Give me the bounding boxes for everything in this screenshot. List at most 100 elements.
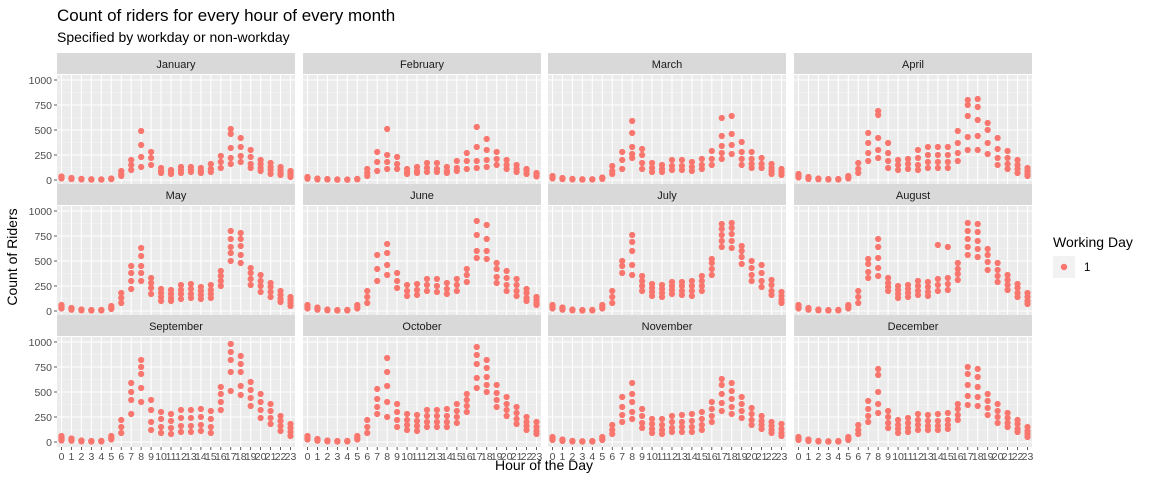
data-point bbox=[374, 277, 381, 285]
data-point bbox=[875, 264, 882, 272]
data-point bbox=[875, 388, 882, 396]
data-point bbox=[433, 423, 441, 431]
data-point bbox=[609, 421, 616, 429]
data-point bbox=[503, 412, 510, 420]
y-tick-label: 1000 bbox=[29, 75, 53, 87]
facet-strip-label: July bbox=[657, 190, 677, 202]
data-point bbox=[954, 157, 961, 165]
data-point bbox=[483, 156, 490, 164]
data-point bbox=[1014, 420, 1021, 428]
data-point bbox=[463, 165, 470, 173]
panel-june: June bbox=[303, 184, 541, 316]
data-point bbox=[247, 264, 254, 272]
data-point bbox=[865, 255, 872, 263]
data-point bbox=[533, 418, 540, 426]
y-tick-label: 1000 bbox=[29, 206, 53, 218]
data-point bbox=[748, 404, 755, 412]
x-tick-label: 19 bbox=[491, 451, 503, 463]
data-point bbox=[738, 155, 745, 163]
data-point bbox=[257, 288, 264, 296]
data-point bbox=[845, 436, 852, 444]
data-point bbox=[688, 410, 695, 418]
data-point bbox=[994, 413, 1001, 421]
x-tick-label: 11 bbox=[903, 451, 914, 463]
data-point bbox=[423, 412, 431, 420]
data-point bbox=[207, 168, 214, 176]
data-point bbox=[217, 383, 224, 391]
data-point bbox=[207, 415, 214, 423]
data-point bbox=[1014, 169, 1021, 177]
data-point bbox=[768, 276, 775, 284]
data-point bbox=[187, 422, 195, 430]
data-point bbox=[267, 293, 274, 301]
data-point bbox=[257, 390, 264, 398]
data-point bbox=[523, 297, 530, 305]
data-point bbox=[1004, 281, 1011, 289]
data-point bbox=[413, 422, 421, 430]
data-point bbox=[148, 406, 155, 414]
data-point bbox=[128, 269, 135, 277]
data-point bbox=[718, 399, 725, 407]
data-point bbox=[984, 266, 991, 274]
data-point bbox=[267, 288, 274, 296]
data-point bbox=[247, 275, 254, 283]
data-point bbox=[728, 112, 735, 120]
data-point bbox=[698, 408, 705, 416]
x-tick-label: 7 bbox=[374, 451, 380, 463]
data-point bbox=[964, 363, 971, 371]
data-point bbox=[914, 282, 922, 290]
x-tick-label: 6 bbox=[855, 451, 861, 463]
x-tick-label: 8 bbox=[384, 451, 390, 463]
data-point bbox=[148, 274, 155, 282]
data-point bbox=[384, 165, 391, 173]
data-point bbox=[904, 414, 912, 422]
facet-strip-label: April bbox=[902, 59, 924, 71]
data-point bbox=[503, 281, 510, 289]
data-point bbox=[954, 139, 961, 147]
data-point bbox=[1024, 433, 1031, 441]
data-point bbox=[914, 410, 922, 418]
facet-strip-label: February bbox=[400, 59, 445, 71]
data-point bbox=[237, 143, 244, 151]
data-point bbox=[639, 151, 646, 159]
data-point bbox=[629, 271, 636, 279]
data-point bbox=[197, 413, 204, 421]
facet-strip bbox=[794, 53, 1032, 74]
data-point bbox=[708, 418, 715, 426]
data-point bbox=[344, 307, 351, 314]
data-point bbox=[698, 421, 705, 429]
data-point bbox=[533, 301, 540, 309]
data-point bbox=[453, 407, 460, 415]
data-point bbox=[513, 168, 520, 176]
facet-strip bbox=[794, 315, 1032, 336]
data-point bbox=[865, 157, 872, 165]
data-point bbox=[728, 395, 735, 403]
facet-strip-label: March bbox=[652, 59, 683, 71]
data-point bbox=[167, 424, 175, 432]
data-point bbox=[483, 356, 490, 364]
data-point bbox=[758, 154, 765, 162]
x-tick-label: 17 bbox=[962, 451, 974, 463]
data-point bbox=[639, 419, 646, 427]
data-point bbox=[648, 415, 656, 423]
data-point bbox=[68, 176, 75, 183]
data-point bbox=[503, 406, 510, 414]
data-point bbox=[237, 391, 244, 399]
x-tick-label: 23 bbox=[776, 451, 788, 463]
x-tick-label: 22 bbox=[1012, 451, 1024, 463]
x-tick-label: 23 bbox=[285, 451, 297, 463]
data-point bbox=[954, 259, 961, 267]
data-point bbox=[708, 155, 715, 163]
data-point bbox=[904, 419, 912, 427]
data-point bbox=[463, 271, 470, 279]
data-point bbox=[708, 271, 715, 279]
data-point bbox=[954, 270, 961, 278]
data-point bbox=[463, 265, 470, 273]
data-point bbox=[217, 158, 224, 166]
data-point bbox=[304, 436, 311, 443]
data-point bbox=[865, 274, 872, 282]
data-point bbox=[865, 397, 872, 405]
data-point bbox=[589, 438, 596, 445]
data-point bbox=[227, 235, 234, 243]
panel-january: January 0 250 500 750 1000 bbox=[29, 53, 295, 187]
